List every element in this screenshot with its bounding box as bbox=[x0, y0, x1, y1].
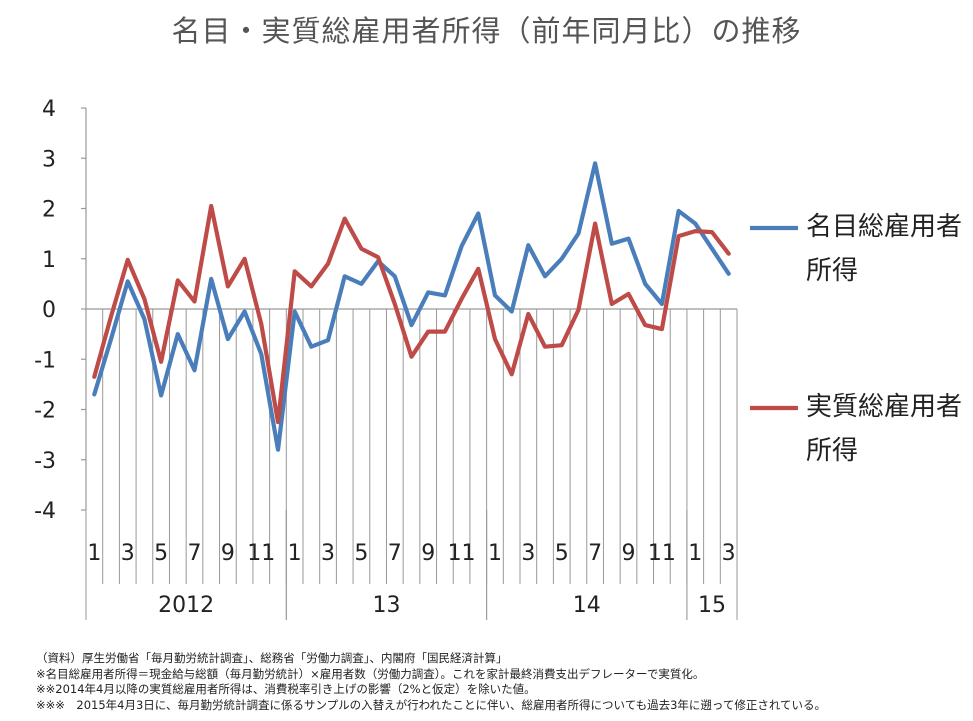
x-month-label: 5 bbox=[154, 541, 168, 566]
x-month-label: 1 bbox=[688, 541, 702, 566]
x-month-label: 3 bbox=[121, 541, 135, 566]
x-month-label: 9 bbox=[622, 541, 636, 566]
series-line-real bbox=[92, 203, 731, 425]
x-month-label: 11 bbox=[448, 541, 476, 566]
x-year-label: 14 bbox=[573, 593, 601, 618]
x-year-label: 2012 bbox=[158, 593, 214, 618]
note-sample-revision: ※※※ 2015年4月3日に、毎月勤労統計調査に係るサンプルの入替えが行われたこ… bbox=[36, 697, 827, 712]
x-month-label: 3 bbox=[321, 541, 335, 566]
y-tick-label: 0 bbox=[42, 298, 56, 323]
x-month-label: 1 bbox=[87, 541, 101, 566]
x-month-label: 7 bbox=[188, 541, 202, 566]
legend-nominal-line2: 所得 bbox=[806, 256, 859, 286]
y-tick-label: -3 bbox=[34, 449, 56, 474]
legend-real-line2: 所得 bbox=[806, 436, 859, 466]
legend-nominal-line1: 名目総雇用者 bbox=[806, 212, 963, 242]
x-month-label: 3 bbox=[722, 541, 736, 566]
source-notes: （資料）厚生労働省「毎月勤労統計調査」、総務省「労働力調査」、内閣府「国民経済計… bbox=[36, 651, 826, 713]
x-year-label: 13 bbox=[372, 593, 400, 618]
y-tick-label: 1 bbox=[42, 248, 56, 273]
y-tick-label: -2 bbox=[34, 399, 56, 424]
x-month-label: 3 bbox=[521, 541, 535, 566]
x-month-label: 1 bbox=[488, 541, 502, 566]
y-tick-label: -4 bbox=[34, 499, 56, 524]
y-tick-label: 2 bbox=[42, 198, 56, 223]
x-month-label: 5 bbox=[555, 541, 569, 566]
x-month-label: 11 bbox=[247, 541, 275, 566]
legend-real-line1: 実質総雇用者 bbox=[806, 392, 963, 422]
chart-title: 名目・実質総雇用者所得（前年同月比）の推移 bbox=[171, 14, 802, 48]
x-month-label: 1 bbox=[288, 541, 302, 566]
legend-real-label: 実質総雇用者 所得 bbox=[806, 385, 973, 473]
x-month-label: 7 bbox=[388, 541, 402, 566]
x-month-label: 5 bbox=[354, 541, 368, 566]
y-tick-label: 4 bbox=[42, 97, 56, 122]
y-tick-label: 3 bbox=[42, 147, 56, 172]
legend-nominal-label: 名目総雇用者 所得 bbox=[806, 205, 973, 293]
x-month-label: 9 bbox=[221, 541, 235, 566]
x-year-label: 15 bbox=[698, 593, 726, 618]
x-month-label: 7 bbox=[588, 541, 602, 566]
note-nominal-definition: ※名目総雇用者所得＝現金給与総額（毎月勤労統計）×雇用者数（労働力調査）。これを… bbox=[36, 666, 705, 681]
note-tax-adjustment: ※※2014年4月以降の実質総雇用者所得は、消費税率引き上げの影響（2%と仮定）… bbox=[36, 682, 536, 696]
x-month-label: 9 bbox=[421, 541, 435, 566]
note-source: （資料）厚生労働省「毎月勤労統計調査」、総務省「労働力調査」、内閣府「国民経済計… bbox=[36, 651, 508, 665]
x-month-label: 11 bbox=[648, 541, 676, 566]
y-tick-label: -1 bbox=[34, 348, 56, 373]
